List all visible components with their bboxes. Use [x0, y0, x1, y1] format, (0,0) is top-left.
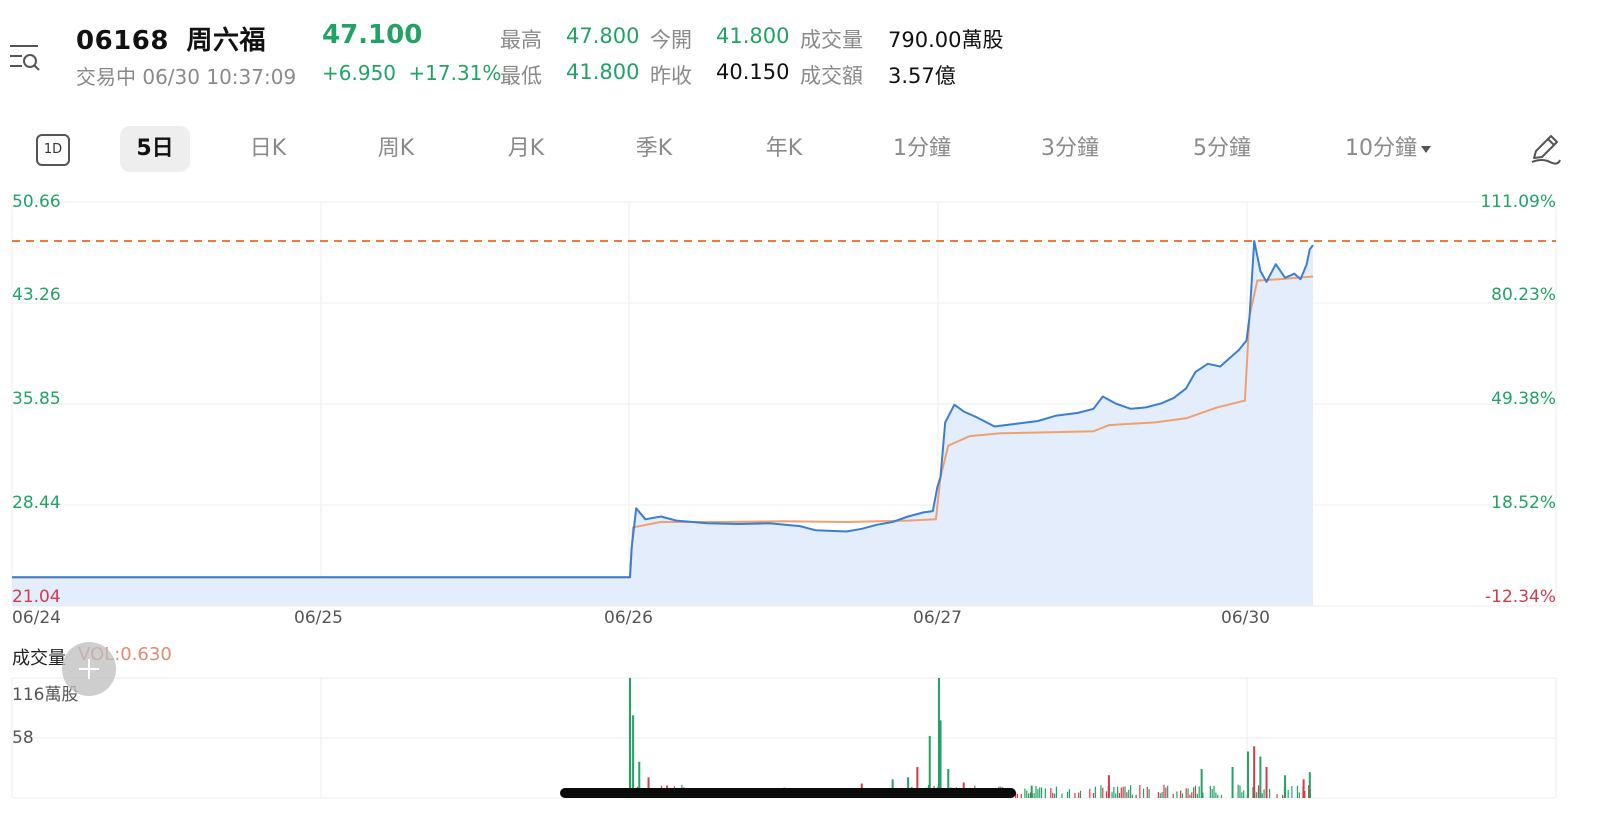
prev-close-value: 40.150 — [716, 60, 790, 84]
change-amount: +6.950 — [322, 61, 397, 85]
tab-3min[interactable]: 3分鐘 — [1041, 136, 1099, 161]
trading-status: 交易中 06/30 10:37:09 — [76, 65, 297, 89]
volume-tick-0: 116萬股 — [12, 685, 79, 705]
price-area-fill — [12, 241, 1313, 606]
y-tick-left-4: 21.04 — [12, 587, 61, 607]
tab-1d[interactable]: 1D — [36, 134, 70, 166]
avg-price-line — [12, 275, 1314, 579]
open-label: 今開 — [650, 28, 692, 52]
tab-10min-dropdown[interactable]: 10分鐘 — [1334, 126, 1442, 172]
period-tabs: 1D 5日 日K 周K 月K 季K 年K 1分鐘 3分鐘 5分鐘 10分鐘 — [0, 126, 1600, 172]
volume-chart[interactable] — [0, 670, 1600, 805]
y-tick-left-0: 50.66 — [12, 192, 61, 212]
volume-label: 成交量 — [800, 28, 863, 52]
stock-code: 06168 — [76, 26, 169, 56]
y-tick-right-3: 18.52% — [1491, 493, 1556, 513]
x-tick-1: 06/25 — [294, 608, 343, 628]
home-indicator — [560, 788, 1016, 798]
x-tick-2: 06/26 — [604, 608, 653, 628]
pencil-icon[interactable] — [1528, 132, 1562, 166]
tab-quarterly-k[interactable]: 季K — [635, 136, 673, 161]
stock-name: 周六福 — [186, 26, 267, 56]
volume-title: 成交量 — [12, 648, 66, 669]
tab-5min[interactable]: 5分鐘 — [1193, 136, 1251, 161]
y-tick-right-0: 111.09% — [1480, 192, 1556, 212]
add-indicator-button[interactable] — [62, 642, 116, 696]
low-label: 最低 — [500, 64, 542, 88]
plus-icon — [79, 659, 99, 679]
turnover-value: 3.57億 — [888, 64, 956, 88]
x-tick-0: 06/24 — [12, 608, 61, 628]
tab-1min[interactable]: 1分鐘 — [893, 136, 951, 161]
y-tick-left-2: 35.85 — [12, 389, 61, 409]
prev-close-label: 昨收 — [650, 64, 692, 88]
last-price: 47.100 — [322, 20, 423, 50]
y-tick-left-3: 28.44 — [12, 493, 61, 513]
x-tick-3: 06/27 — [913, 608, 962, 628]
y-tick-right-1: 80.23% — [1491, 285, 1556, 305]
menu-search-icon[interactable] — [8, 40, 42, 80]
price-change: +6.950 +17.31% — [322, 61, 501, 85]
tab-5day[interactable]: 5日 — [120, 126, 190, 172]
open-value: 41.800 — [716, 24, 790, 48]
volume-value: 790.00萬股 — [888, 28, 1004, 52]
tab-10min-label: 10分鐘 — [1345, 136, 1417, 161]
turnover-label: 成交額 — [800, 64, 863, 88]
y-tick-right-2: 49.38% — [1491, 389, 1556, 409]
volume-tick-1: 58 — [12, 728, 34, 748]
x-tick-4: 06/30 — [1221, 608, 1270, 628]
price-chart[interactable] — [0, 190, 1600, 610]
tab-yearly-k[interactable]: 年K — [765, 136, 803, 161]
high-value: 47.800 — [566, 24, 640, 48]
low-value: 41.800 — [566, 60, 640, 84]
caret-down-icon — [1421, 145, 1431, 153]
y-tick-right-4: -12.34% — [1485, 587, 1556, 607]
tab-daily-k[interactable]: 日K — [249, 136, 287, 161]
high-label: 最高 — [500, 28, 542, 52]
tab-monthly-k[interactable]: 月K — [507, 136, 545, 161]
stock-title: 06168 周六福 — [76, 20, 266, 57]
price-line — [12, 240, 1314, 579]
change-percent: +17.31% — [408, 61, 502, 85]
tab-weekly-k[interactable]: 周K — [377, 136, 415, 161]
y-tick-left-1: 43.26 — [12, 285, 61, 305]
